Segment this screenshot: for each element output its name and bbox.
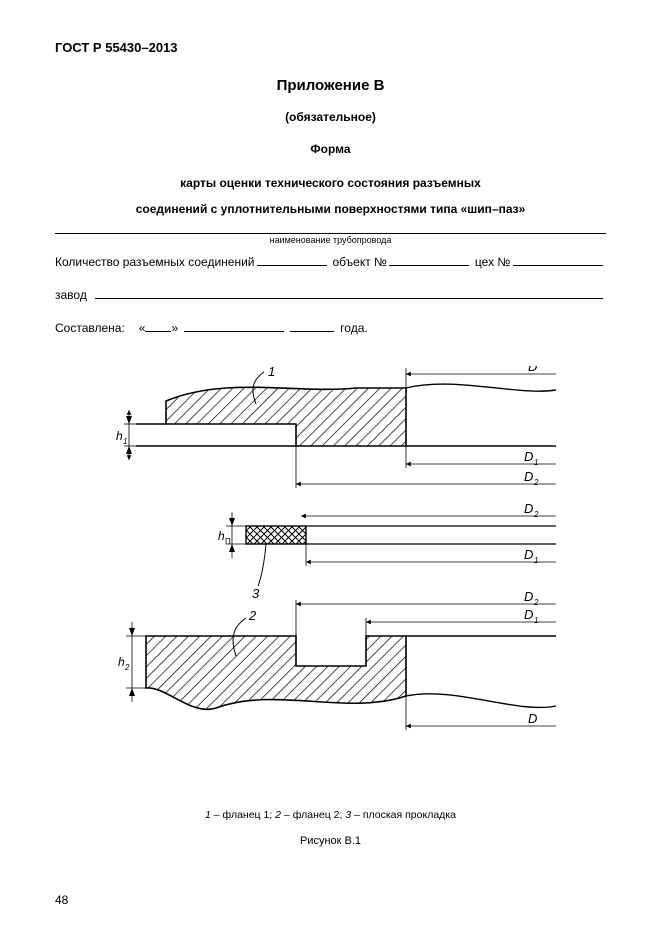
form-word: Форма [55,142,606,156]
standard-code: ГОСТ Р 55430–2013 [55,40,606,55]
callout-3: 3 [252,586,260,601]
figure-b1: 1 h 1 D D 1 D 2 [55,366,606,847]
svg-text:h: h [218,529,225,543]
blank-plant[interactable] [95,286,603,299]
figure-legend: 1 – фланец 1; 2 – фланец 2; 3 – плоская … [55,809,606,821]
mandatory-note: (обязательное) [55,110,606,124]
svg-text:D: D [524,607,533,622]
svg-text:1: 1 [534,616,538,625]
label-year: года. [340,319,368,338]
dim-h1: h [116,429,123,443]
label-object: объект № [333,253,387,272]
svg-text:П: П [225,537,231,546]
form-title-line1: карты оценки технического состояния разъ… [180,176,481,190]
svg-text:1: 1 [534,556,538,565]
blank-connections[interactable] [257,253,327,266]
row-compiled: Составлена: « » года. [55,319,606,338]
label-plant: завод [55,286,87,305]
svg-text:1: 1 [123,437,127,446]
blank-workshop[interactable] [513,253,603,266]
row-plant: завод [55,286,606,305]
svg-text:D: D [524,547,533,562]
svg-text:D: D [524,469,533,484]
svg-text:2: 2 [124,663,130,672]
svg-text:2: 2 [533,510,539,519]
appendix-title: Приложение В [55,77,606,94]
blank-year[interactable] [290,319,334,332]
svg-text:2: 2 [533,478,539,487]
svg-text:2: 2 [533,598,539,607]
svg-text:D: D [524,449,533,464]
label-connections: Количество разъемных соединений [55,253,255,272]
svg-text:D: D [524,501,533,516]
page-number: 48 [55,893,68,907]
svg-text:D: D [524,589,533,604]
svg-text:1: 1 [534,458,538,467]
dim-D-top: D [528,366,537,374]
form-title: карты оценки технического состояния разъ… [55,170,606,223]
blank-month[interactable] [184,319,284,332]
pipeline-name-caption: наименование трубопровода [55,235,606,245]
label-compiled: Составлена: [55,319,125,338]
quote-close: » [171,319,178,338]
blank-object[interactable] [389,253,469,266]
dim-D-bot: D [528,711,537,726]
quote-open: « [139,319,146,338]
blank-day[interactable] [145,319,171,332]
pipeline-name-line [55,233,606,234]
page: ГОСТ Р 55430–2013 Приложение В (обязател… [0,0,661,935]
callout-2: 2 [248,608,257,623]
form-title-line2: соединений с уплотнительными поверхностя… [136,202,526,216]
row-connections: Количество разъемных соединений объект №… [55,253,606,272]
svg-text:h: h [118,655,125,669]
figure-label: Рисунок В.1 [55,835,606,847]
label-workshop: цех № [475,253,510,272]
diagram-svg: 1 h 1 D D 1 D 2 [96,366,566,786]
callout-1: 1 [268,366,275,379]
